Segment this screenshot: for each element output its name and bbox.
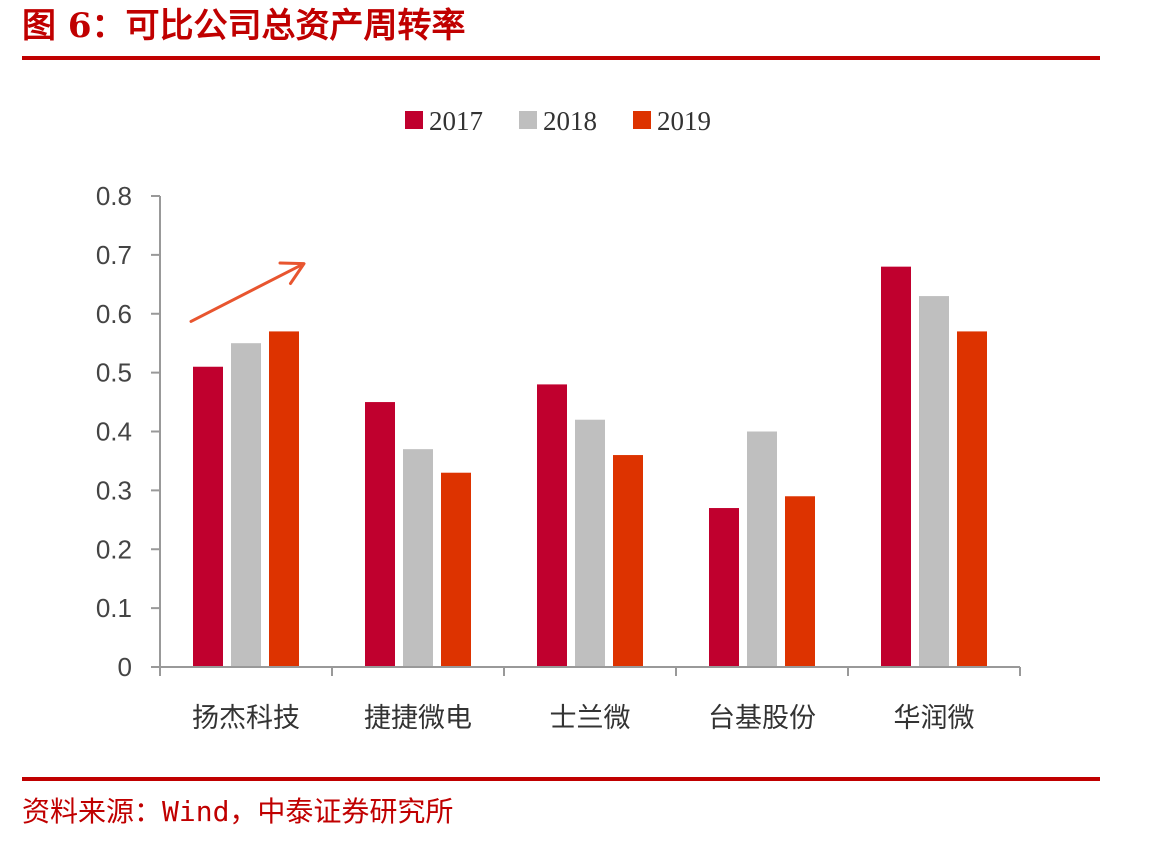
y-tick-label: 0.6 [96,299,132,329]
x-category-label: 华润微 [894,703,975,734]
legend-label-2018: 2018 [543,106,597,136]
bar-series [193,266,987,667]
trend-annotation [189,261,306,323]
bar-2019-2 [441,472,471,667]
chart-legend: 2017 2018 2019 [405,106,711,136]
y-tick-label: 0.5 [96,358,132,388]
bar-2018-4 [747,431,777,667]
bar-chart: 2017 2018 2019 0 0.1 0.2 0.3 0.4 0.5 0.6 0.7 0.8 扬… [96,106,1021,734]
bar-2017-2 [365,402,395,667]
bar-2018-3 [575,419,605,667]
x-axis: 扬杰科技 捷捷微电 士兰微 台基股份 华润微 [159,666,1021,734]
source-note: 资料来源：Wind，中泰证券研究所 [22,795,454,828]
bar-2019-4 [785,496,815,667]
legend-label-2017: 2017 [429,106,483,136]
bar-2019-5 [957,331,987,667]
bar-2018-5 [919,296,949,667]
title-underline [22,56,1100,60]
y-tick-label: 0 [118,652,132,682]
bar-2017-3 [537,384,567,667]
x-category-label: 士兰微 [550,703,631,734]
arrow-shaft [189,264,302,323]
legend-swatch-2019 [633,111,651,129]
bar-2018-2 [403,449,433,667]
legend-label-2019: 2019 [657,106,711,136]
y-tick-label: 0.8 [96,181,132,211]
y-tick-label: 0.1 [96,593,132,623]
y-tick-label: 0.7 [96,240,132,270]
y-tick-label: 0.3 [96,475,132,505]
y-tick-label: 0.2 [96,534,132,564]
x-category-label: 扬杰科技 [192,703,300,734]
y-tick-label: 0.4 [96,417,132,447]
legend-swatch-2017 [405,111,423,129]
bar-2017-1 [193,366,223,667]
x-category-label: 台基股份 [708,703,816,734]
bar-2017-4 [709,508,739,667]
bar-2018-1 [231,343,261,667]
y-axis: 0 0.1 0.2 0.3 0.4 0.5 0.6 0.7 0.8 [96,181,161,682]
legend-swatch-2018 [519,111,537,129]
bar-2019-3 [613,455,643,667]
figure-title: 图 6：可比公司总资产周转率 [22,6,466,46]
x-category-label: 捷捷微电 [364,703,472,734]
footer-rule [22,777,1100,781]
arrow-head [278,261,306,285]
bar-2017-5 [881,266,911,667]
bar-2019-1 [269,331,299,667]
